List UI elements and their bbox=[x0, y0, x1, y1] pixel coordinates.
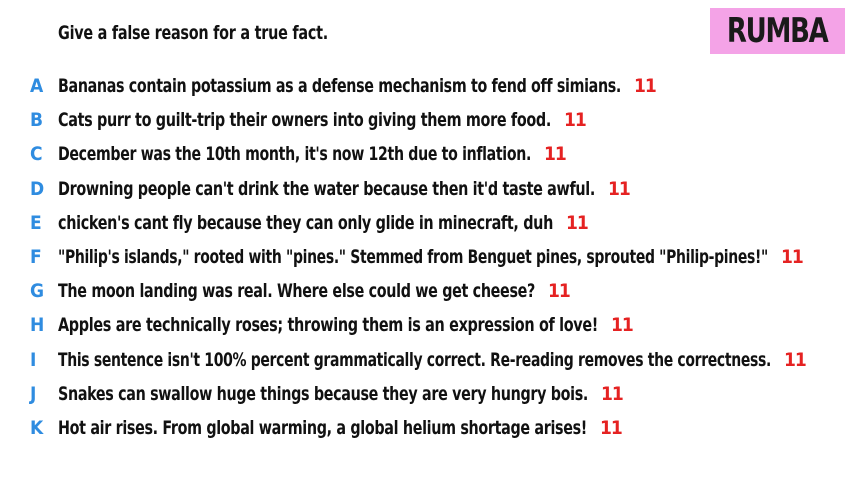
answer-text: Drowning people can't drink the water be… bbox=[58, 177, 595, 200]
answer-score: 11 bbox=[600, 417, 623, 439]
answer-line: chicken's cant fly because they can only… bbox=[58, 211, 589, 234]
answer-line: Bananas contain potassium as a defense m… bbox=[58, 75, 657, 97]
answer-line: Cats purr to guilt-trip their owners int… bbox=[58, 109, 587, 132]
answer-text: Snakes can swallow huge things because t… bbox=[58, 382, 588, 405]
answer-score: 11 bbox=[544, 143, 567, 166]
answer-row: D Drowning people can't drink the water b… bbox=[0, 173, 853, 205]
answer-letter: D bbox=[30, 177, 45, 200]
answer-text: Cats purr to guilt-trip their owners int… bbox=[58, 109, 551, 132]
answer-row: G The moon landing was real. Where else c… bbox=[0, 275, 853, 307]
answer-letter: C bbox=[30, 143, 43, 166]
answer-row: H Apples are technically roses; throwing … bbox=[0, 309, 853, 341]
answer-text: Apples are technically roses; throwing t… bbox=[58, 314, 598, 337]
answer-score: 11 bbox=[781, 246, 804, 268]
answer-line: Hot air rises. From global warming, a gl… bbox=[58, 417, 623, 439]
player-name-badge: RUMBA bbox=[710, 8, 845, 54]
answer-text: This sentence isn't 100% percent grammat… bbox=[58, 348, 771, 371]
answer-score: 11 bbox=[634, 75, 657, 97]
answer-text: Bananas contain potassium as a defense m… bbox=[58, 75, 621, 97]
answer-letter: B bbox=[30, 109, 44, 132]
answer-row: B Cats purr to guilt-trip their owners in… bbox=[0, 104, 853, 136]
answer-row: F "Philip's islands," rooted with "pines.… bbox=[0, 241, 853, 273]
answer-line: Snakes can swallow huge things because t… bbox=[58, 382, 624, 405]
answer-line: The moon landing was real. Where else co… bbox=[58, 280, 571, 303]
answer-row: K Hot air rises. From global warming, a g… bbox=[0, 412, 853, 444]
answer-line: "Philip's islands," rooted with "pines."… bbox=[58, 246, 804, 268]
answer-score: 11 bbox=[566, 211, 589, 234]
answer-letter: A bbox=[30, 75, 44, 97]
answer-text: The moon landing was real. Where else co… bbox=[58, 280, 535, 303]
answer-line: Drowning people can't drink the water be… bbox=[58, 177, 631, 200]
answer-line: December was the 10th month, it's now 12… bbox=[58, 143, 567, 166]
answer-text: chicken's cant fly because they can only… bbox=[58, 211, 553, 234]
answer-score: 11 bbox=[784, 348, 807, 371]
answer-score: 11 bbox=[611, 314, 634, 337]
answer-letter: F bbox=[30, 246, 42, 268]
answer-row: I This sentence isn't 100% percent gramma… bbox=[0, 344, 853, 376]
answer-letter: J bbox=[30, 382, 37, 405]
answer-row: A Bananas contain potassium as a defense … bbox=[0, 70, 853, 102]
answer-text: "Philip's islands," rooted with "pines."… bbox=[58, 246, 768, 268]
answer-letter: E bbox=[30, 211, 42, 234]
answer-letter: G bbox=[30, 280, 45, 303]
answer-score: 11 bbox=[601, 382, 624, 405]
answer-score: 11 bbox=[548, 280, 571, 303]
player-name: RUMBA bbox=[727, 11, 829, 51]
answer-letter: I bbox=[30, 348, 37, 371]
answer-row: J Snakes can swallow huge things because … bbox=[0, 378, 853, 410]
answer-letter: K bbox=[30, 417, 44, 439]
answer-line: This sentence isn't 100% percent grammat… bbox=[58, 348, 807, 371]
answer-letter: H bbox=[30, 314, 45, 337]
answer-row: C December was the 10th month, it's now 1… bbox=[0, 138, 853, 170]
answer-score: 11 bbox=[564, 109, 587, 132]
answer-text: Hot air rises. From global warming, a gl… bbox=[58, 417, 587, 439]
answer-text: December was the 10th month, it's now 12… bbox=[58, 143, 531, 166]
answer-line: Apples are technically roses; throwing t… bbox=[58, 314, 634, 337]
prompt-text: Give a false reason for a true fact. bbox=[58, 22, 328, 44]
answer-score: 11 bbox=[608, 177, 631, 200]
